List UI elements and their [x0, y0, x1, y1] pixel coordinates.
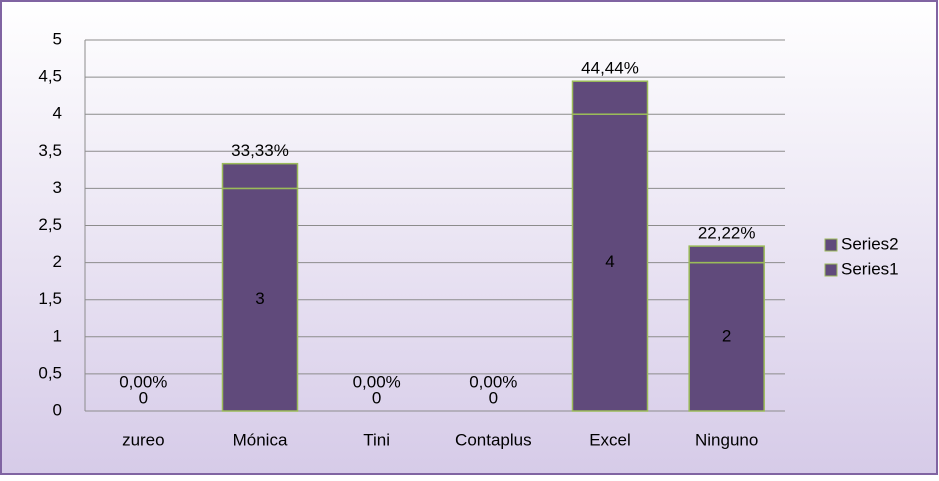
data-label: 0,00% — [353, 372, 401, 391]
x-tick-label: Excel — [589, 430, 631, 449]
data-label: 0 — [139, 388, 148, 407]
y-tick-label: 1 — [53, 326, 62, 345]
bar-segment — [688, 245, 765, 264]
legend-swatch — [824, 238, 838, 252]
data-label: 0,00% — [469, 372, 517, 391]
y-tick-label: 0,5 — [38, 363, 62, 382]
data-label: 4 — [605, 252, 614, 271]
legend-label: Series1 — [841, 259, 899, 278]
y-tick-label: 3 — [53, 178, 62, 197]
data-label: 0 — [372, 388, 381, 407]
y-tick-label: 4,5 — [38, 67, 62, 86]
data-label: 0 — [489, 388, 498, 407]
y-tick-label: 2,5 — [38, 215, 62, 234]
data-label: 44,44% — [581, 59, 639, 78]
data-label: 0,00% — [119, 372, 167, 391]
bar-segment — [571, 80, 649, 115]
data-label: 22,22% — [698, 224, 756, 243]
x-tick-label: Tini — [363, 430, 390, 449]
bar-segment — [571, 113, 649, 412]
y-tick-label: 4 — [53, 104, 62, 123]
data-label: 3 — [255, 289, 264, 308]
x-tick-label: zureo — [122, 430, 165, 449]
bar-segment — [221, 162, 299, 190]
bar-segment — [221, 187, 299, 412]
data-label: 2 — [722, 326, 731, 345]
data-label: 33,33% — [231, 141, 289, 160]
y-tick-label: 5 — [53, 29, 62, 48]
x-tick-label: Mónica — [233, 430, 288, 449]
x-tick-label: Contaplus — [455, 430, 532, 449]
legend-swatch — [824, 263, 838, 277]
y-tick-label: 3,5 — [38, 141, 62, 160]
y-tick-label: 1,5 — [38, 289, 62, 308]
legend-label: Series2 — [841, 234, 899, 253]
y-tick-label: 2 — [53, 252, 62, 271]
y-tick-label: 0 — [53, 400, 62, 419]
bar-segment — [688, 261, 765, 412]
x-tick-label: Ninguno — [695, 430, 758, 449]
